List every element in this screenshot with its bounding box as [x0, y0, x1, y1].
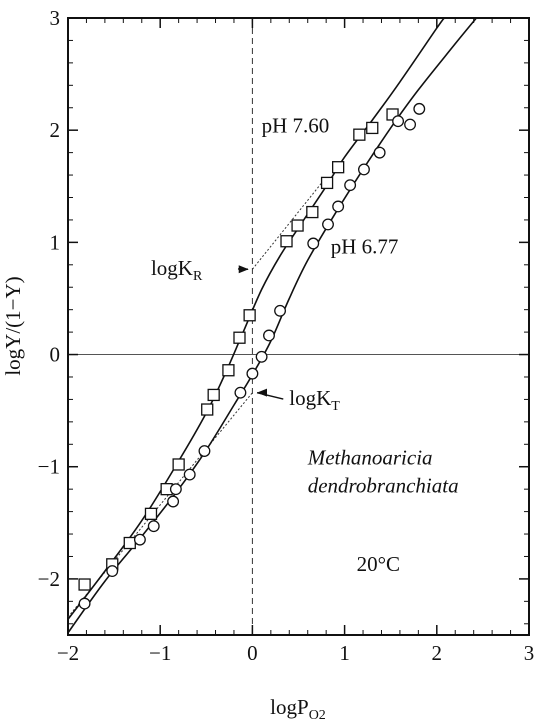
data-point-square: [201, 403, 214, 416]
y-axis-title: logY/(1−Y): [1, 276, 25, 375]
fit-curve: [67, 17, 445, 620]
data-point-square: [207, 388, 220, 402]
data-points: [78, 102, 426, 610]
annotation-label: pH 6.77: [331, 235, 399, 259]
axis-ticks: −2 −1 0 1 2 3 −2 −1 0 1 2 3: [38, 6, 535, 665]
x-tick-label: 3: [524, 641, 535, 665]
data-point-circle: [246, 367, 259, 380]
x-tick-label: 0: [247, 641, 258, 665]
data-point-square: [222, 364, 235, 377]
data-point-circle: [358, 163, 370, 176]
data-point-square: [243, 309, 256, 322]
data-point-square: [123, 536, 136, 550]
data-point-circle: [373, 146, 386, 159]
x-axis-title: logPO2: [270, 695, 326, 723]
data-point-circle: [322, 218, 334, 231]
data-point-circle: [147, 520, 160, 533]
y-tick-label: 0: [50, 343, 61, 367]
data-point-square: [78, 578, 91, 591]
y-tick-label: 3: [50, 6, 61, 30]
data-point-square: [144, 507, 158, 520]
x-tick-label: 2: [432, 641, 443, 665]
data-point-circle: [404, 118, 417, 131]
annotation-label: 20°C: [357, 552, 400, 576]
annotation-label: dendrobranchiata: [308, 474, 459, 498]
annotations: pH 7.60 pH 6.77 logKR logKT Methanoaricia den…: [151, 113, 459, 576]
data-point-square: [291, 219, 304, 232]
data-point-square: [353, 128, 366, 141]
data-point-square: [280, 235, 293, 248]
y-tick-label: −2: [38, 567, 60, 591]
data-point-circle: [167, 495, 180, 508]
data-point-square: [172, 458, 185, 471]
data-point-circle: [392, 115, 405, 128]
data-point-circle: [183, 468, 196, 481]
y-tick-label: −1: [38, 455, 60, 479]
data-point-square: [331, 161, 345, 174]
x-tick-label: −1: [149, 641, 171, 665]
arrow-head: [238, 265, 249, 274]
data-point-square: [366, 121, 379, 135]
annotation-label: Methanoaricia: [307, 445, 433, 469]
arrow-head: [257, 388, 268, 397]
annotation-label: logKT: [289, 386, 340, 414]
data-point-circle: [106, 565, 119, 578]
data-point-square: [306, 205, 319, 219]
data-point-square: [233, 331, 246, 344]
data-point-circle: [234, 386, 247, 399]
data-point-circle: [344, 179, 357, 192]
data-point-square: [320, 176, 334, 190]
fit-curves: [67, 17, 478, 634]
data-point-circle: [413, 102, 426, 115]
data-point-circle: [255, 350, 268, 363]
annotation-label: pH 7.60: [262, 113, 330, 137]
data-point-circle: [332, 200, 345, 213]
data-point-circle: [307, 237, 320, 250]
plot-frame: [67, 17, 530, 636]
data-point-circle: [133, 533, 146, 546]
y-tick-label: 1: [50, 230, 61, 254]
data-point-circle: [198, 445, 211, 457]
data-point-circle: [169, 483, 182, 496]
y-tick-label: 2: [50, 118, 61, 142]
data-point-circle: [263, 329, 275, 342]
x-tick-label: −2: [57, 641, 79, 665]
asymptote-line: [252, 176, 327, 270]
data-point-circle: [78, 597, 91, 610]
data-point-circle: [274, 304, 287, 317]
x-tick-label: 1: [339, 641, 350, 665]
annotation-label: logKR: [151, 256, 203, 284]
fit-curve: [67, 17, 478, 634]
